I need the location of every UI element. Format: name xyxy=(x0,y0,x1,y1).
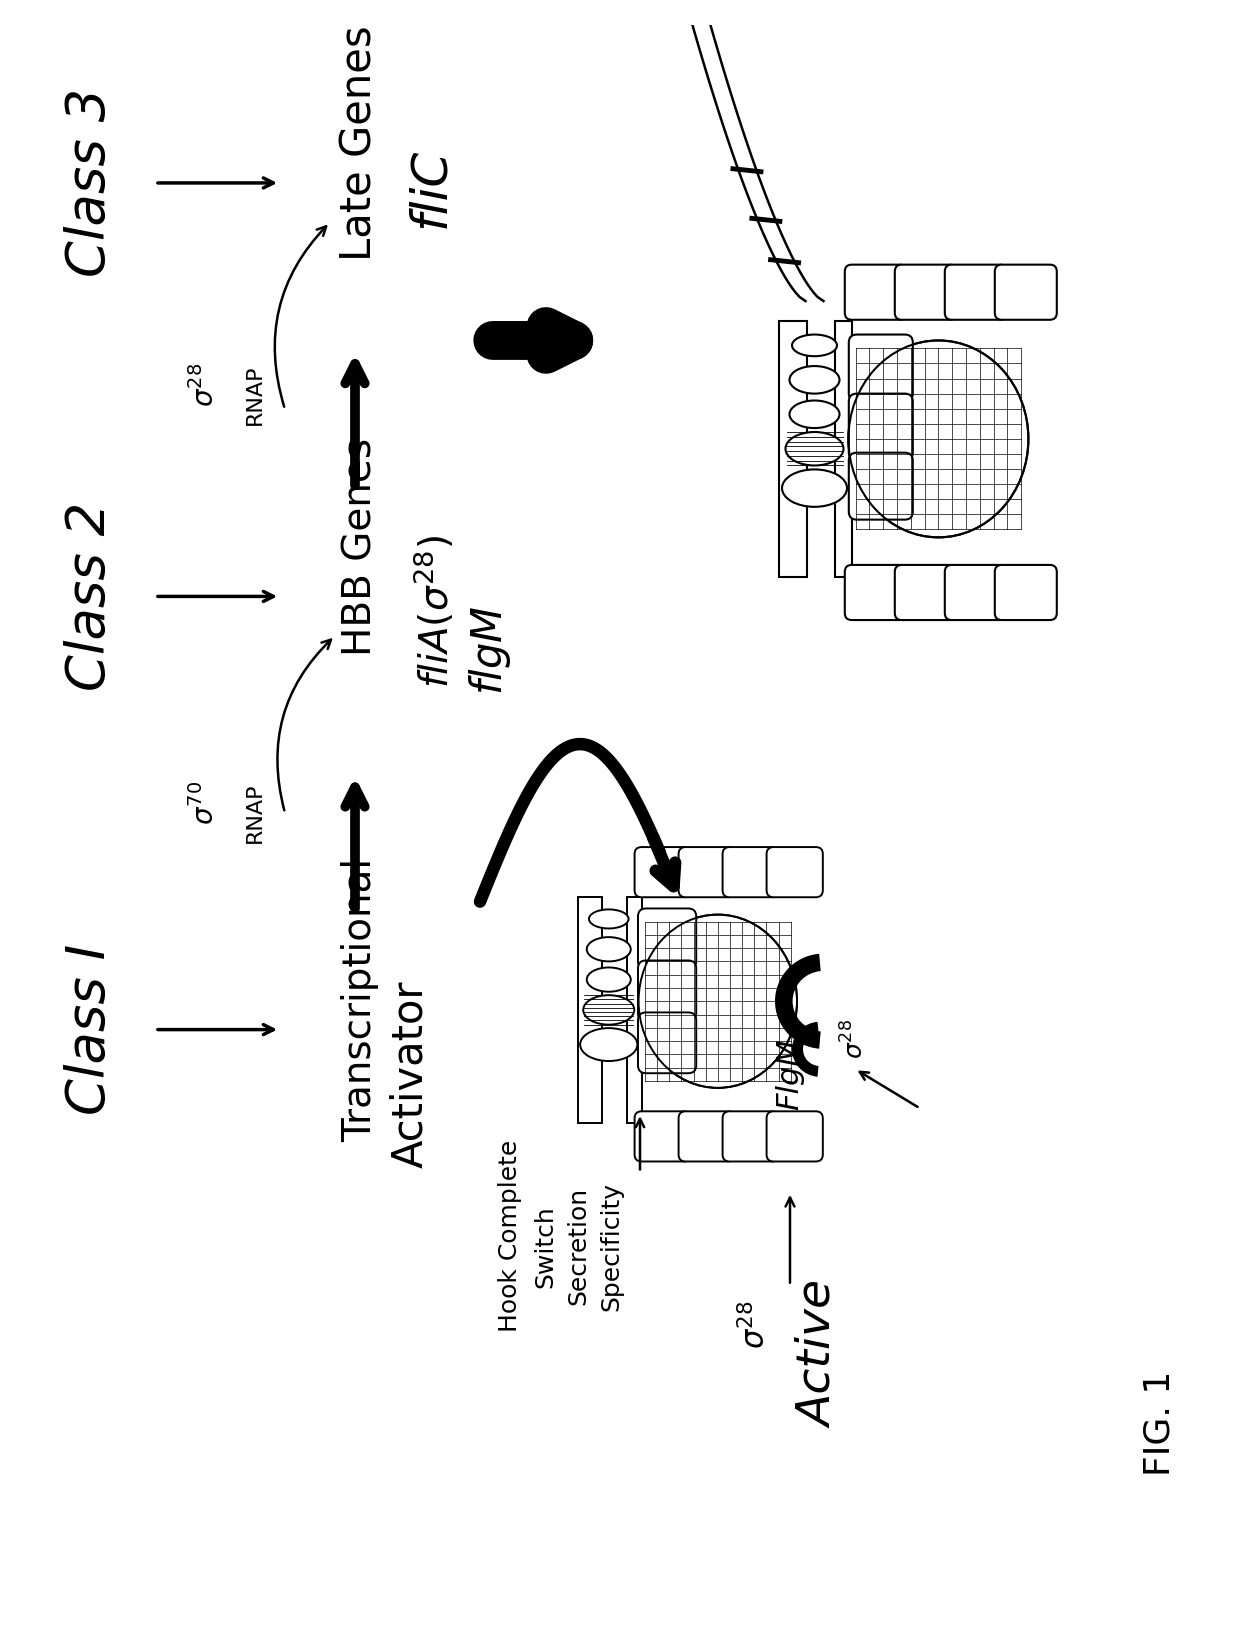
Text: $\sigma^{28}$: $\sigma^{28}$ xyxy=(739,1301,771,1349)
Text: $\sigma^{70}$: $\sigma^{70}$ xyxy=(190,782,219,826)
FancyBboxPatch shape xyxy=(895,565,957,620)
FancyBboxPatch shape xyxy=(639,960,696,1021)
FancyBboxPatch shape xyxy=(766,847,823,897)
Bar xyxy=(626,897,641,1123)
Text: Class I: Class I xyxy=(64,944,117,1115)
Text: Active: Active xyxy=(797,1282,842,1428)
FancyBboxPatch shape xyxy=(639,1013,696,1074)
Text: fliC: fliC xyxy=(405,148,454,228)
Wedge shape xyxy=(775,954,821,1049)
FancyBboxPatch shape xyxy=(849,393,913,461)
Text: FIG. 1: FIG. 1 xyxy=(1143,1370,1177,1477)
Text: Switch: Switch xyxy=(533,1205,557,1288)
FancyBboxPatch shape xyxy=(994,264,1056,320)
Ellipse shape xyxy=(782,469,847,506)
Ellipse shape xyxy=(589,910,629,928)
Bar xyxy=(578,897,603,1123)
Text: Class 3: Class 3 xyxy=(64,89,117,277)
Ellipse shape xyxy=(583,995,635,1024)
Text: Transcriptional: Transcriptional xyxy=(341,857,379,1142)
Ellipse shape xyxy=(792,334,837,356)
Ellipse shape xyxy=(639,915,797,1088)
FancyBboxPatch shape xyxy=(678,1111,735,1162)
FancyBboxPatch shape xyxy=(678,847,735,897)
Ellipse shape xyxy=(587,967,631,992)
FancyBboxPatch shape xyxy=(635,847,691,897)
FancyBboxPatch shape xyxy=(766,1111,823,1162)
FancyBboxPatch shape xyxy=(635,1111,691,1162)
Ellipse shape xyxy=(790,400,839,428)
FancyBboxPatch shape xyxy=(844,264,906,320)
FancyBboxPatch shape xyxy=(844,565,906,620)
Text: $\sigma^{28}$: $\sigma^{28}$ xyxy=(842,1019,868,1059)
Text: $flgM$: $flgM$ xyxy=(467,606,513,695)
Text: $\sigma^{28}$: $\sigma^{28}$ xyxy=(190,362,219,406)
FancyBboxPatch shape xyxy=(849,334,913,402)
Text: Activator: Activator xyxy=(389,980,432,1167)
FancyBboxPatch shape xyxy=(945,565,1007,620)
Bar xyxy=(835,321,852,577)
Text: $fliA(\sigma^{28})$: $fliA(\sigma^{28})$ xyxy=(413,534,458,688)
Text: RNAP: RNAP xyxy=(246,783,265,842)
FancyBboxPatch shape xyxy=(994,565,1056,620)
Text: HBB Genes: HBB Genes xyxy=(341,438,379,656)
Text: Class 2: Class 2 xyxy=(64,502,117,692)
Text: Specificity: Specificity xyxy=(599,1182,622,1311)
Ellipse shape xyxy=(790,365,839,393)
FancyBboxPatch shape xyxy=(895,264,957,320)
Text: FlgM: FlgM xyxy=(775,1037,805,1110)
FancyBboxPatch shape xyxy=(945,264,1007,320)
FancyBboxPatch shape xyxy=(723,847,779,897)
Wedge shape xyxy=(792,1021,818,1077)
Text: Secretion: Secretion xyxy=(565,1187,590,1305)
Ellipse shape xyxy=(587,938,631,962)
FancyBboxPatch shape xyxy=(639,908,696,969)
Bar xyxy=(779,321,807,577)
Text: Hook Complete: Hook Complete xyxy=(498,1141,522,1333)
FancyBboxPatch shape xyxy=(723,1111,779,1162)
Text: RNAP: RNAP xyxy=(246,364,265,425)
Ellipse shape xyxy=(580,1028,637,1060)
Ellipse shape xyxy=(785,433,843,465)
Text: Late Genes: Late Genes xyxy=(339,26,381,261)
FancyBboxPatch shape xyxy=(849,452,913,520)
Ellipse shape xyxy=(848,341,1028,538)
